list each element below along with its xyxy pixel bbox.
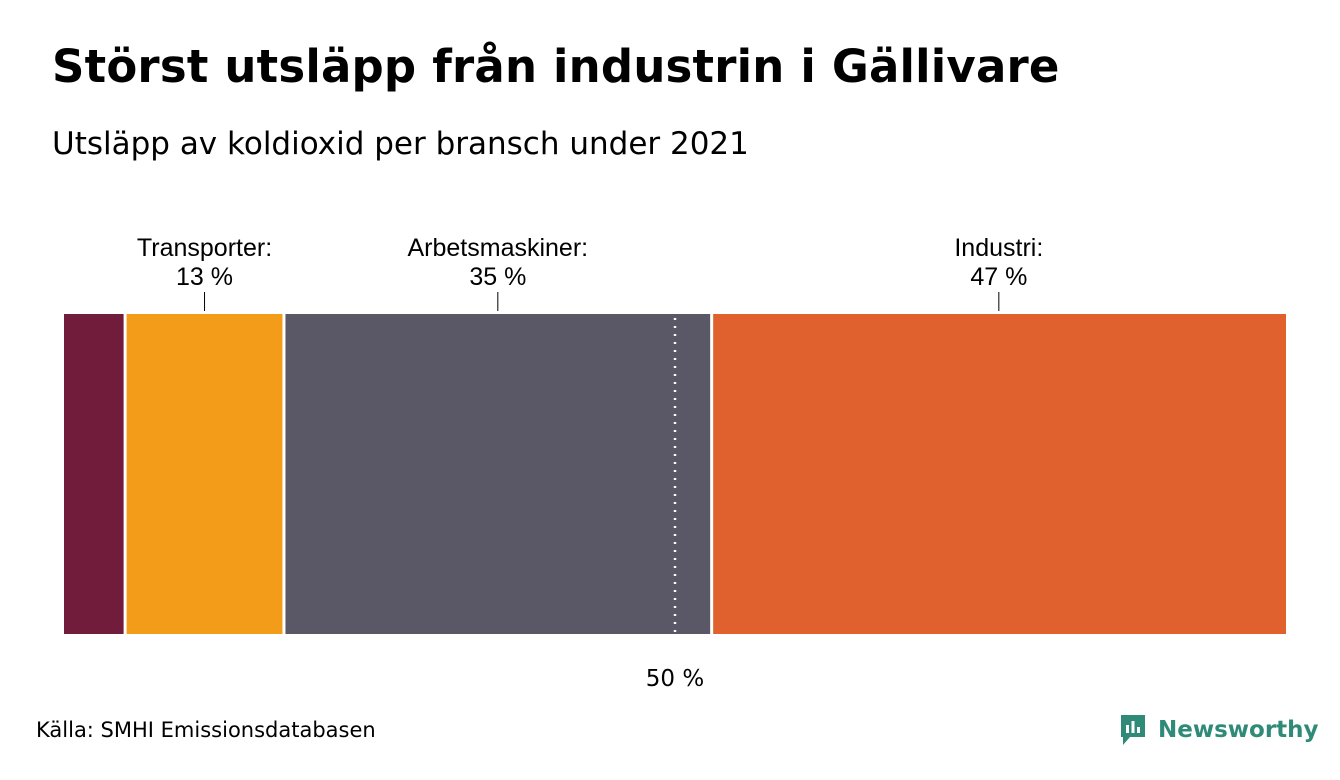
stacked-bar-chart: Transporter:13 % Arbetsmaskiner:35 % Indus… [64,234,1286,692]
logo-text: Newsworthy [1158,717,1319,743]
bar-segment-unlabeled-1 [64,314,126,634]
segment-label-industri: Industri: [954,234,1043,262]
segment-value-industri: 47 % [970,263,1027,291]
segment-label-arbetsmaskiner: Arbetsmaskiner: [407,234,588,262]
chart-subtitle: Utsläpp av koldioxid per bransch under 2… [52,126,749,162]
bar-segment-transporter [125,314,284,634]
newsworthy-logo: Newsworthy [1118,712,1319,748]
bar-segment-industri [711,314,1286,634]
chart-title: Störst utsläpp från industrin i Gällivar… [52,40,1060,93]
source-note: Källa: SMHI Emissionsdatabasen [36,718,376,742]
bar-segment-arbetsmaskiner [283,314,712,634]
segment-value-transporter: 13 % [176,263,233,291]
segment-value-arbetsmaskiner: 35 % [469,263,526,291]
reference-line-label: 50 % [646,666,704,692]
newsworthy-logo-icon [1121,715,1145,745]
segment-label-transporter: Transporter: [137,234,272,262]
